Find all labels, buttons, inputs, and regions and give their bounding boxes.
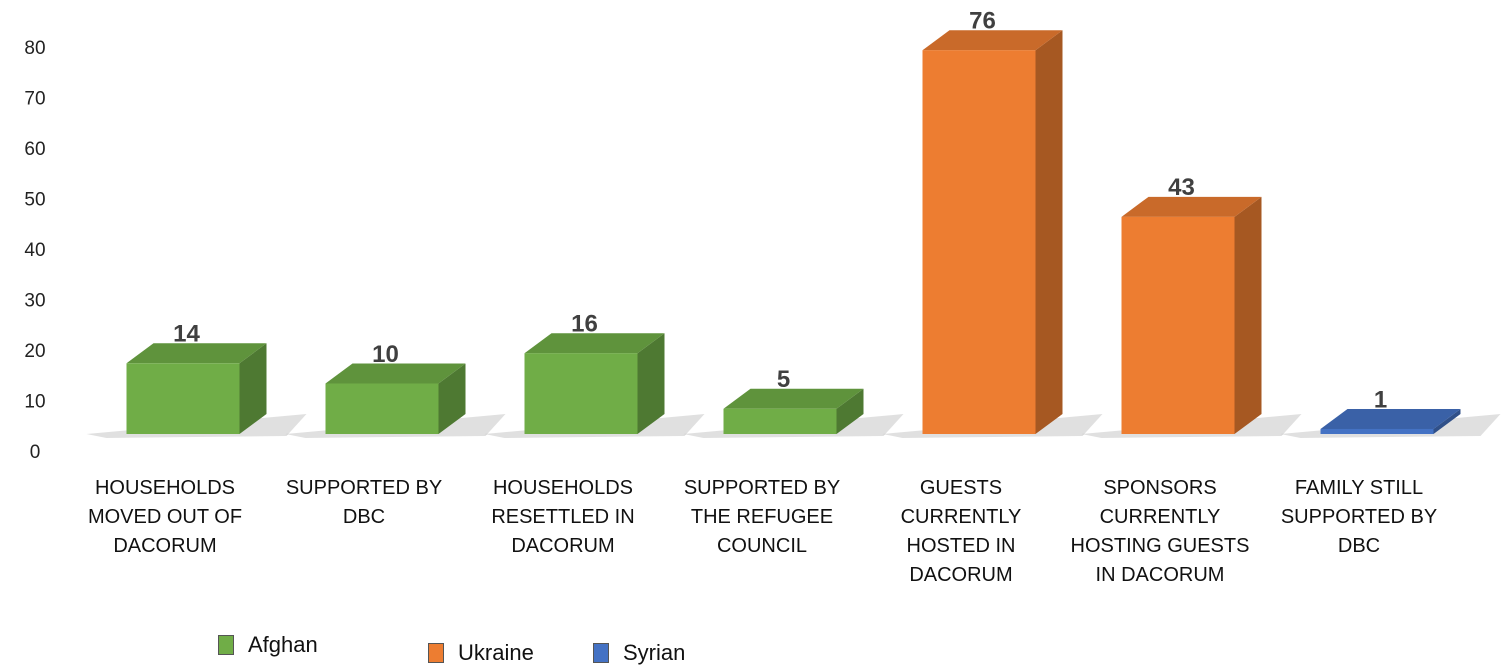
bar-front (922, 50, 1036, 434)
legend-swatch (428, 643, 444, 663)
bar-side (836, 388, 864, 434)
bar-front (723, 408, 837, 434)
x-tick-label: FAMILY STILL SUPPORTED BY DBC (1280, 477, 1438, 557)
x-tick-label: SPONSORS CURRENTLY HOSTING GUESTS IN DAC… (1070, 477, 1250, 586)
bar-top (1121, 196, 1262, 217)
x-tick-label: HOUSEHOLDS MOVED OUT OF DACORUM (87, 477, 243, 557)
bar-side (637, 333, 665, 434)
y-tick-label: 50 (24, 190, 45, 211)
bar-top (126, 343, 267, 364)
data-label: 16 (571, 311, 598, 338)
bar-top (922, 30, 1063, 51)
y-tick-label: 70 (24, 89, 45, 110)
y-tick-label: 20 (24, 341, 45, 362)
y-tick-label: 0 (30, 442, 41, 463)
bar-side (438, 363, 466, 434)
bar (1280, 408, 1501, 438)
bar-top (524, 333, 665, 354)
legend-swatch (218, 635, 234, 655)
legend-item: Ukraine (428, 640, 534, 666)
data-label: 43 (1168, 174, 1195, 201)
bar-front (524, 353, 638, 434)
bar-top (325, 363, 466, 384)
bar-top (1320, 408, 1461, 429)
data-label: 10 (372, 341, 399, 368)
y-tick-label: 30 (24, 291, 45, 312)
legend-swatch (593, 643, 609, 663)
legend-label: Ukraine (458, 640, 534, 665)
y-tick-label: 10 (24, 392, 45, 413)
bar-front (1121, 216, 1235, 434)
bar (285, 363, 506, 438)
y-tick-label: 80 (24, 38, 45, 59)
bar (882, 30, 1103, 438)
bar (1081, 196, 1302, 438)
bar-front (126, 363, 240, 434)
x-tick-label: GUESTS CURRENTLY HOSTED IN DACORUM (900, 477, 1022, 586)
data-label: 5 (777, 366, 790, 393)
bar-front (1320, 428, 1434, 434)
legend-item: Syrian (593, 640, 685, 666)
legend-item: Afghan (218, 632, 318, 658)
y-tick-label: 40 (24, 240, 45, 261)
x-tick-label: SUPPORTED BY THE REFUGEE COUNCIL (683, 477, 841, 557)
bar-top (723, 388, 864, 409)
x-tick-label: SUPPORTED BY DBC (285, 477, 443, 528)
bar (86, 343, 307, 438)
bar-side (239, 343, 267, 434)
y-tick-label: 60 (24, 139, 45, 160)
data-label: 1 (1374, 386, 1387, 413)
legend-label: Afghan (248, 632, 318, 657)
bar-side (1035, 30, 1063, 434)
x-tick-label: HOUSEHOLDS RESETTLED IN DACORUM (491, 477, 635, 557)
bar-side (1433, 408, 1461, 434)
bar (484, 333, 705, 438)
data-label: 76 (969, 8, 996, 35)
bar-side (1234, 196, 1262, 434)
bar-front (325, 383, 439, 434)
bar (683, 388, 904, 438)
legend-label: Syrian (623, 640, 686, 665)
data-label: 14 (173, 321, 200, 348)
